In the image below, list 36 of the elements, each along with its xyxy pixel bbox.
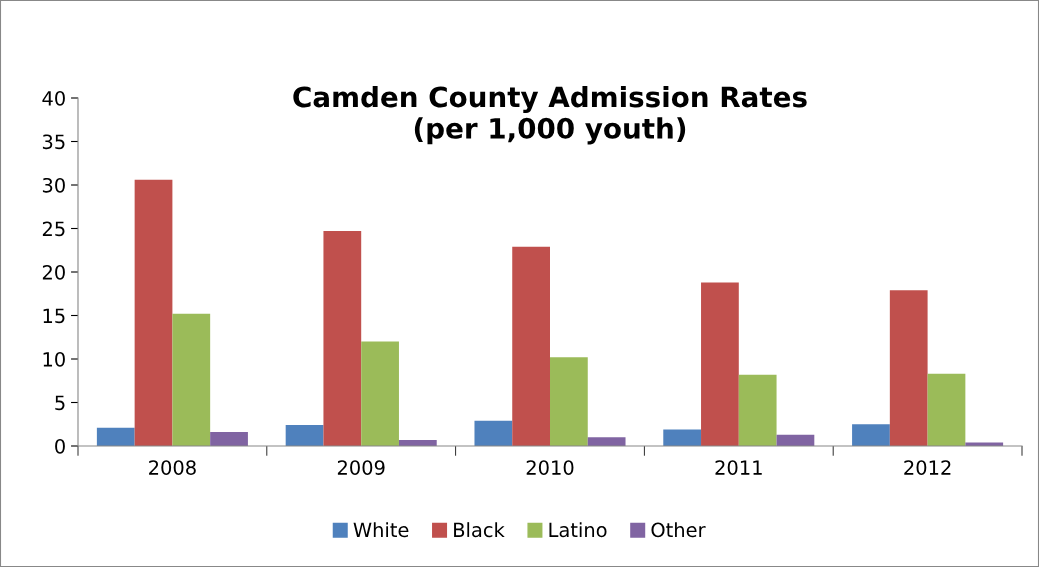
chart-title: Camden County Admission Rates (per 1,000 youth): [293, 85, 807, 145]
bar: [134, 179, 173, 446]
bar: [361, 341, 399, 446]
x-tick-label: 2011: [715, 460, 762, 475]
legend-label: Other: [651, 522, 706, 538]
y-tick-label: 25: [42, 221, 65, 237]
bar: [512, 246, 550, 446]
bar: [927, 373, 966, 446]
bar: [701, 282, 739, 446]
y-tick-label: 5: [55, 395, 65, 411]
y-tick-label: 15: [43, 308, 65, 324]
legend-label: White: [353, 522, 409, 538]
y-tick-label: 0: [55, 438, 65, 454]
bar: [738, 374, 777, 446]
y-tick-label: 40: [42, 90, 65, 106]
bar: [474, 420, 513, 446]
x-tick-label: 2012: [904, 460, 951, 475]
bar: [210, 432, 248, 446]
bar: [323, 231, 362, 446]
y-tick-label: 35: [42, 134, 65, 150]
bar: [663, 429, 702, 446]
bar: [172, 313, 211, 446]
x-tick-label: 2008: [149, 460, 196, 475]
x-tick-label: 2009: [337, 460, 385, 475]
bar: [550, 357, 588, 446]
legend-label: Black: [454, 522, 505, 538]
bar: [852, 424, 890, 446]
bar: [587, 437, 626, 446]
y-tick-label: 20: [42, 264, 65, 280]
legend-label: Latino: [549, 522, 607, 538]
y-tick-label: 10: [43, 351, 65, 367]
bar: [96, 427, 135, 446]
bar: [889, 290, 928, 446]
y-tick-label: 30: [42, 177, 65, 193]
x-tick-label: 2010: [526, 460, 574, 475]
bar: [285, 425, 324, 446]
